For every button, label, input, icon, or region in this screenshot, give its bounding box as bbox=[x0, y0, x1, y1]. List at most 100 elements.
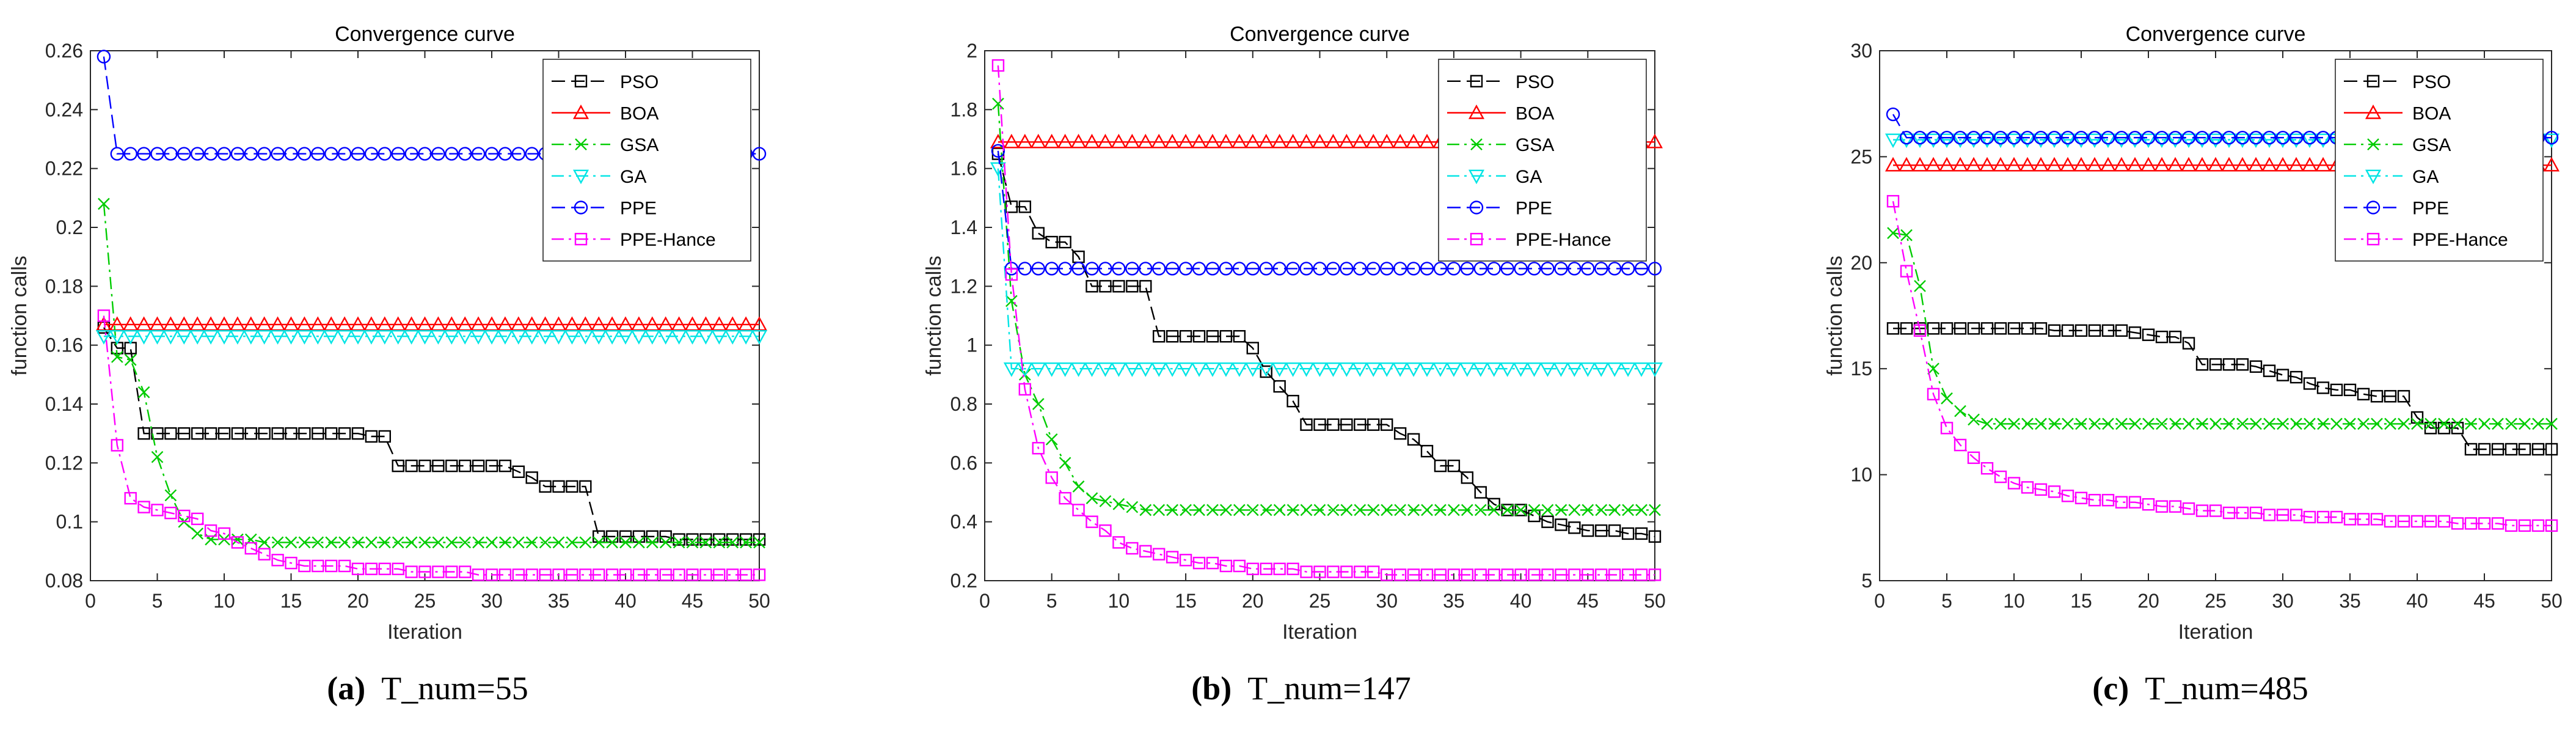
data-point-ppe-hance bbox=[2007, 477, 2021, 490]
data-point-ga bbox=[2032, 133, 2049, 149]
x-tick-label: 30 bbox=[2272, 590, 2294, 612]
data-point-ga bbox=[1164, 362, 1181, 377]
data-point-pso bbox=[1474, 486, 1487, 499]
data-point-ga bbox=[2153, 133, 2170, 149]
data-point-ga bbox=[1325, 362, 1341, 377]
data-point-ga bbox=[1633, 362, 1650, 377]
data-point-ppe-hance bbox=[392, 562, 404, 575]
y-tick-label: 20 bbox=[1850, 252, 1872, 274]
data-point-gsa bbox=[1635, 504, 1647, 517]
data-point-pso bbox=[1018, 200, 1032, 213]
data-point-ppe-hance bbox=[2101, 494, 2115, 507]
data-point-gsa bbox=[593, 536, 605, 549]
data-point-ppe bbox=[2007, 130, 2021, 145]
data-point-ppe-hance bbox=[1018, 383, 1032, 396]
y-tick-label: 0.12 bbox=[45, 452, 83, 474]
data-point-ppe bbox=[1045, 262, 1059, 276]
data-point-boa bbox=[1325, 133, 1341, 149]
chart-title: Convergence curve bbox=[1230, 23, 1410, 46]
data-point-ga bbox=[1151, 362, 1167, 377]
data-point-ppe bbox=[498, 147, 513, 161]
data-point-ppe bbox=[2128, 130, 2142, 145]
data-point-ga bbox=[229, 330, 246, 345]
data-point-ppe bbox=[1647, 262, 1662, 276]
data-point-boa bbox=[1338, 133, 1355, 149]
data-point-gsa bbox=[1193, 504, 1205, 517]
series-gsa bbox=[98, 197, 765, 549]
data-point-pso bbox=[2357, 388, 2370, 401]
data-point-pso bbox=[1300, 418, 1313, 431]
data-point-boa bbox=[2153, 156, 2170, 172]
data-point-ppe bbox=[1993, 130, 2008, 145]
data-point-ppe-hance bbox=[351, 562, 365, 575]
data-point-gsa bbox=[1622, 504, 1634, 517]
data-point-ga bbox=[443, 330, 460, 345]
data-point-gsa bbox=[2277, 417, 2289, 430]
x-tick-label: 20 bbox=[347, 590, 369, 612]
data-point-gsa bbox=[1381, 504, 1393, 517]
data-point-ga bbox=[1486, 362, 1502, 377]
data-point-ppe bbox=[1527, 262, 1541, 276]
data-point-boa bbox=[1178, 133, 1194, 149]
data-point-ppe bbox=[1487, 262, 1501, 276]
x-tick-label: 40 bbox=[615, 590, 637, 612]
data-point-ppe-hance bbox=[1595, 568, 1608, 581]
data-point-ppe bbox=[1112, 262, 1126, 276]
data-point-ga bbox=[1124, 362, 1140, 377]
data-point-ppe bbox=[2168, 130, 2183, 145]
legend-marker-ppe-hance bbox=[1470, 232, 1483, 246]
data-point-pso bbox=[1005, 200, 1018, 213]
data-point-gsa bbox=[486, 536, 498, 549]
data-point-ga bbox=[323, 330, 340, 345]
data-point-boa bbox=[430, 316, 447, 331]
data-point-boa bbox=[1137, 133, 1154, 149]
data-point-pso bbox=[1313, 418, 1326, 431]
x-axis-label: Iteration bbox=[2178, 620, 2253, 644]
data-point-ppe bbox=[1192, 262, 1206, 276]
data-point-ga bbox=[243, 330, 259, 345]
data-point-boa bbox=[1111, 133, 1127, 149]
data-point-boa bbox=[1979, 156, 1996, 172]
data-point-ppe bbox=[1567, 262, 1582, 276]
data-point-ga bbox=[1111, 362, 1127, 377]
data-point-ppe bbox=[191, 147, 205, 161]
data-point-pso bbox=[258, 427, 271, 440]
data-point-pso bbox=[2034, 322, 2048, 335]
data-point-gsa bbox=[740, 536, 752, 549]
data-point-boa bbox=[310, 316, 326, 331]
data-point-gsa bbox=[1914, 280, 1926, 292]
data-point-ga bbox=[2274, 133, 2291, 149]
data-point-ppe bbox=[2034, 130, 2048, 145]
data-point-pso bbox=[1273, 380, 1286, 393]
legend-marker-ppe-hance bbox=[2366, 232, 2380, 246]
y-tick-label: 1.6 bbox=[950, 158, 977, 180]
data-point-gsa bbox=[352, 536, 364, 549]
data-point-boa bbox=[591, 316, 607, 331]
data-point-gsa bbox=[1099, 495, 1112, 507]
data-point-ppe bbox=[123, 147, 137, 161]
data-point-ppe bbox=[244, 147, 258, 161]
data-point-ga bbox=[2261, 133, 2278, 149]
data-point-ppe bbox=[378, 147, 392, 161]
data-point-ga bbox=[1338, 362, 1355, 377]
data-point-ppe-hance bbox=[2290, 509, 2303, 521]
data-point-ga bbox=[216, 330, 233, 345]
data-point-gsa bbox=[1394, 504, 1406, 517]
data-point-ppe bbox=[1178, 262, 1193, 276]
data-point-pso bbox=[1340, 418, 1353, 431]
data-point-pso bbox=[1099, 280, 1112, 293]
data-point-pso bbox=[1461, 471, 1474, 484]
series-line-ppe-hance bbox=[997, 65, 1655, 576]
data-point-boa bbox=[95, 316, 112, 331]
data-point-ga bbox=[1965, 133, 1982, 149]
data-point-pso bbox=[699, 533, 712, 546]
data-point-pso bbox=[1980, 322, 1994, 335]
data-point-pso bbox=[2384, 390, 2397, 403]
data-point-ppe-hance bbox=[164, 507, 177, 520]
data-point-ppe-hance bbox=[1166, 551, 1179, 564]
data-point-gsa bbox=[432, 536, 445, 549]
data-point-pso bbox=[1582, 524, 1594, 537]
data-point-ppe-hance bbox=[1393, 568, 1407, 581]
data-point-gsa bbox=[606, 536, 618, 549]
data-point-gsa bbox=[338, 536, 351, 549]
